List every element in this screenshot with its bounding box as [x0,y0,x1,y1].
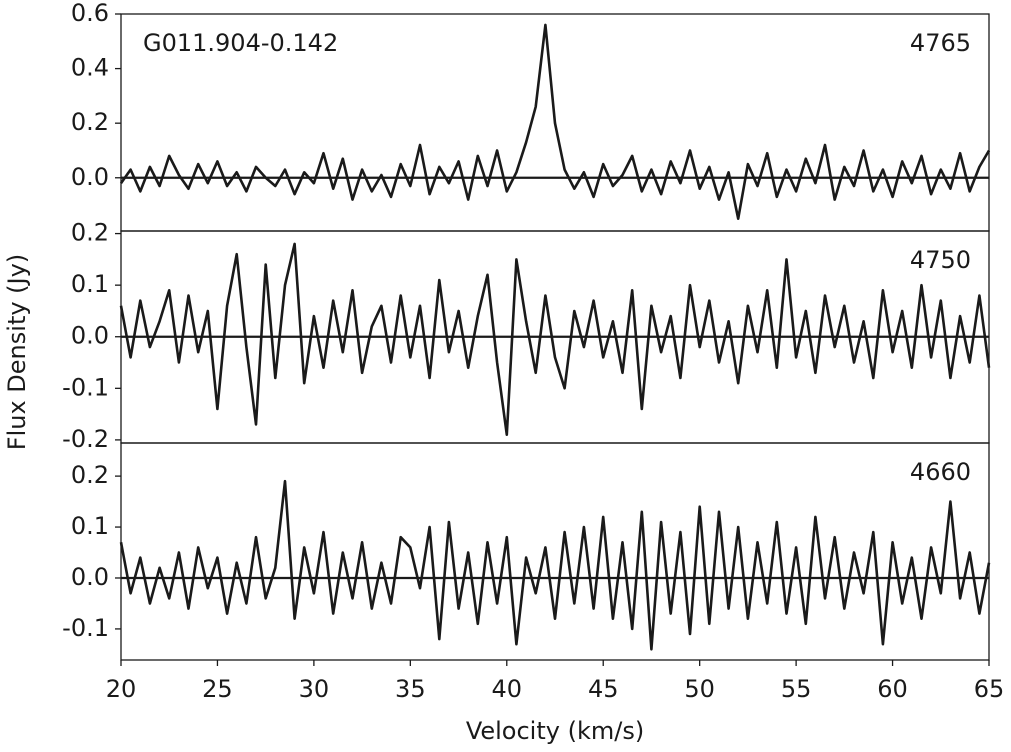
panel-label: 4750 [910,246,971,274]
y-tick-label: 0.2 [71,461,109,489]
spectrum-line [119,242,991,436]
panel-label: 4660 [910,458,971,486]
spectrum-line [119,23,991,220]
y-tick-label: 0.0 [71,322,109,350]
y-tick-label: -0.1 [62,614,109,642]
x-tick-label: 35 [395,675,426,703]
x-tick-label: 50 [684,675,715,703]
y-tick-label: 0.2 [71,219,109,247]
x-tick-label: 45 [588,675,619,703]
spectrum-line [119,479,991,651]
y-tick-label: 0.1 [71,512,109,540]
x-tick-label: 30 [299,675,330,703]
panel-label: 4765 [910,29,971,57]
y-tick-label: 0.0 [71,163,109,191]
y-tick-label: 0.1 [71,270,109,298]
x-tick-label: 65 [974,675,1005,703]
y-tick-label: -0.1 [62,373,109,401]
source-name: G011.904-0.142 [143,29,338,57]
y-tick-label: 0.2 [71,108,109,136]
y-tick-label: 0.4 [71,54,109,82]
panel-frame [120,442,990,661]
x-tick-label: 40 [492,675,523,703]
y-tick-label: -0.2 [62,425,109,453]
x-axis-label: Velocity (km/s) [466,717,644,745]
x-tick-label: 25 [202,675,233,703]
x-tick-label: 20 [106,675,137,703]
y-tick-label: 0.0 [71,563,109,591]
y-axis-label: Flux Density (Jy) [3,254,31,450]
x-tick-label: 55 [781,675,812,703]
x-tick-label: 60 [877,675,908,703]
y-tick-label: 0.6 [71,0,109,27]
